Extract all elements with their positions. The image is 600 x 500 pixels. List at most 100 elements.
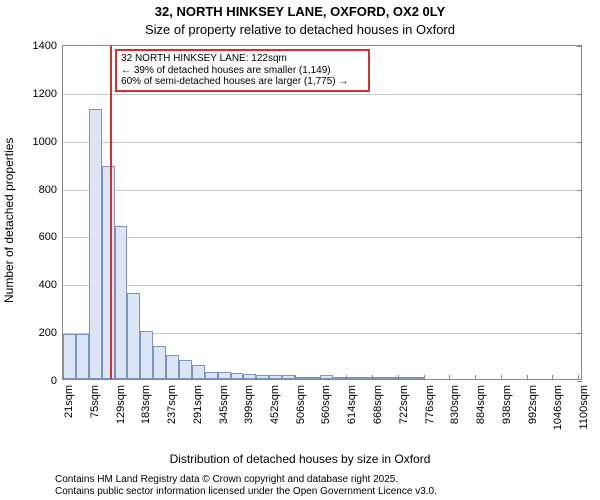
gridline	[63, 190, 581, 191]
chart-title: 32, NORTH HINKSEY LANE, OXFORD, OX2 0LY	[0, 4, 600, 19]
histogram-bar	[269, 375, 282, 379]
xtick-mark	[89, 375, 90, 380]
ytick-mark	[577, 285, 582, 286]
ytick-mark	[577, 190, 582, 191]
xtick-mark	[63, 375, 64, 380]
xtick-label: 237sqm	[166, 385, 178, 424]
histogram-bar	[231, 373, 244, 379]
histogram-bar	[102, 166, 115, 379]
annotation-line: 32 NORTH HINKSEY LANE: 122sqm	[121, 53, 364, 65]
histogram-bar	[192, 365, 205, 379]
x-axis-label: Distribution of detached houses by size …	[0, 452, 600, 466]
xtick-mark	[552, 375, 553, 380]
histogram-bar	[359, 377, 372, 379]
annotation-line: 60% of semi-detached houses are larger (…	[121, 76, 364, 88]
xtick-mark	[578, 375, 579, 380]
ytick-mark	[577, 46, 582, 47]
xtick-label: 1046sqm	[552, 385, 564, 430]
xtick-label: 399sqm	[243, 385, 255, 424]
xtick-label: 129sqm	[115, 385, 127, 424]
xtick-label: 560sqm	[320, 385, 332, 424]
histogram-bar	[127, 293, 140, 379]
xtick-mark	[398, 375, 399, 380]
gridline	[63, 285, 581, 286]
histogram-bar	[385, 377, 398, 379]
xtick-label: 614sqm	[346, 385, 358, 424]
chart-subtitle: Size of property relative to detached ho…	[0, 22, 600, 37]
gridline	[63, 237, 581, 238]
xtick-label: 722sqm	[398, 385, 410, 424]
histogram-bar	[76, 334, 89, 379]
xtick-mark	[269, 375, 270, 380]
histogram-bar	[346, 377, 359, 379]
reference-line	[110, 46, 112, 379]
histogram-bar	[115, 226, 128, 379]
ytick-mark	[577, 94, 582, 95]
xtick-mark	[527, 375, 528, 380]
histogram-bar	[307, 377, 320, 379]
xtick-mark	[115, 375, 116, 380]
xtick-label: 21sqm	[63, 385, 75, 418]
xtick-label: 183sqm	[140, 385, 152, 424]
histogram-bar	[295, 377, 308, 379]
xtick-label: 345sqm	[218, 385, 230, 424]
ytick-label: 600	[39, 231, 57, 243]
histogram-bar	[256, 375, 269, 379]
xtick-label: 992sqm	[527, 385, 539, 424]
xtick-mark	[501, 375, 502, 380]
histogram-bar	[205, 372, 218, 379]
ytick-label: 1000	[33, 136, 57, 148]
xtick-label: 291sqm	[192, 385, 204, 424]
footer-attribution: Contains HM Land Registry data © Crown c…	[55, 474, 437, 497]
footer-line: Contains HM Land Registry data © Crown c…	[55, 474, 437, 486]
histogram-bar	[320, 375, 333, 379]
gridline	[63, 142, 581, 143]
xtick-mark	[372, 375, 373, 380]
ytick-label: 1400	[33, 40, 57, 52]
histogram-bar	[243, 374, 256, 379]
footer-line: Contains public sector information licen…	[55, 486, 437, 498]
histogram-bar	[398, 377, 411, 379]
xtick-label: 776sqm	[424, 385, 436, 424]
xtick-label: 1100sqm	[578, 385, 590, 429]
histogram-bar	[89, 109, 102, 379]
xtick-mark	[320, 375, 321, 380]
histogram-bar	[372, 377, 385, 379]
xtick-label: 75sqm	[89, 385, 101, 418]
chart-container: 32, NORTH HINKSEY LANE, OXFORD, OX2 0LY …	[0, 0, 600, 500]
histogram-bar	[333, 377, 346, 379]
xtick-label: 668sqm	[372, 385, 384, 424]
gridline	[63, 94, 581, 95]
ytick-label: 800	[39, 184, 57, 196]
xtick-mark	[192, 375, 193, 380]
histogram-bar	[140, 331, 153, 379]
xtick-label: 506sqm	[295, 385, 307, 424]
ytick-label: 1200	[33, 88, 57, 100]
xtick-mark	[449, 375, 450, 380]
ytick-mark	[577, 142, 582, 143]
ytick-label: 200	[39, 327, 57, 339]
histogram-bar	[411, 377, 424, 379]
annotation-line: ← 39% of detached houses are smaller (1,…	[121, 65, 364, 77]
ytick-mark	[577, 381, 582, 382]
xtick-mark	[295, 375, 296, 380]
xtick-mark	[475, 375, 476, 380]
xtick-mark	[166, 375, 167, 380]
xtick-mark	[346, 375, 347, 380]
histogram-bar	[179, 360, 192, 379]
histogram-bar	[166, 355, 179, 379]
plot-area: 020040060080010001200140021sqm75sqm129sq…	[62, 45, 582, 380]
ytick-mark	[577, 237, 582, 238]
xtick-label: 830sqm	[449, 385, 461, 424]
xtick-mark	[140, 375, 141, 380]
xtick-mark	[424, 375, 425, 380]
annotation-box: 32 NORTH HINKSEY LANE: 122sqm← 39% of de…	[115, 49, 370, 92]
xtick-mark	[243, 375, 244, 380]
ytick-mark	[577, 333, 582, 334]
xtick-label: 938sqm	[501, 385, 513, 424]
xtick-label: 884sqm	[475, 385, 487, 424]
histogram-bar	[63, 334, 76, 379]
y-axis-label: Number of detached properties	[2, 137, 16, 302]
histogram-bar	[282, 375, 295, 379]
xtick-label: 452sqm	[269, 385, 281, 424]
